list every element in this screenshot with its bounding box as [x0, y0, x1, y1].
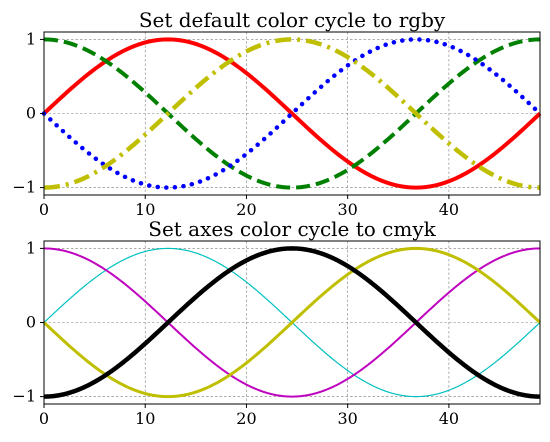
y-tick-label: 0: [26, 104, 36, 123]
y-tick-label: −1: [12, 387, 36, 406]
x-tick-label: 0: [39, 409, 49, 428]
series-group: [42, 246, 542, 399]
series-line-1: [42, 37, 542, 190]
series-group: [41, 37, 543, 190]
chart-title: Set axes color cycle to cmyk: [148, 217, 436, 241]
tick-group: 0 10 20 30 40−101: [12, 29, 459, 219]
x-tick-label: 40: [439, 409, 459, 428]
axes-rgby: Set default color cycle to rgby 0 10 20 30 4…: [12, 8, 543, 219]
axes-cmyk: Set axes color cycle to cmyk 0 10 20 30 40−1…: [12, 217, 542, 428]
series-line-3: [42, 246, 542, 399]
series-line-4: [43, 246, 541, 399]
x-tick-label: 20: [236, 200, 256, 219]
x-tick-label: 40: [439, 200, 459, 219]
x-tick-label: 0: [39, 200, 49, 219]
x-tick-label: 20: [236, 409, 256, 428]
y-tick-label: 0: [26, 313, 36, 332]
tick-group: 0 10 20 30 40−101: [12, 238, 459, 428]
y-tick-label: 1: [26, 238, 36, 257]
series-line-4: [43, 37, 541, 190]
chart-title: Set default color cycle to rgby: [139, 8, 446, 32]
x-tick-label: 30: [337, 409, 357, 428]
series-line-2: [43, 247, 541, 398]
x-tick-label: 10: [135, 409, 155, 428]
x-tick-label: 10: [135, 200, 155, 219]
series-line-2: [43, 37, 541, 190]
series-line-3: [41, 37, 543, 190]
x-tick-label: 30: [337, 200, 357, 219]
y-tick-label: −1: [12, 178, 36, 197]
y-tick-label: 1: [26, 29, 36, 48]
